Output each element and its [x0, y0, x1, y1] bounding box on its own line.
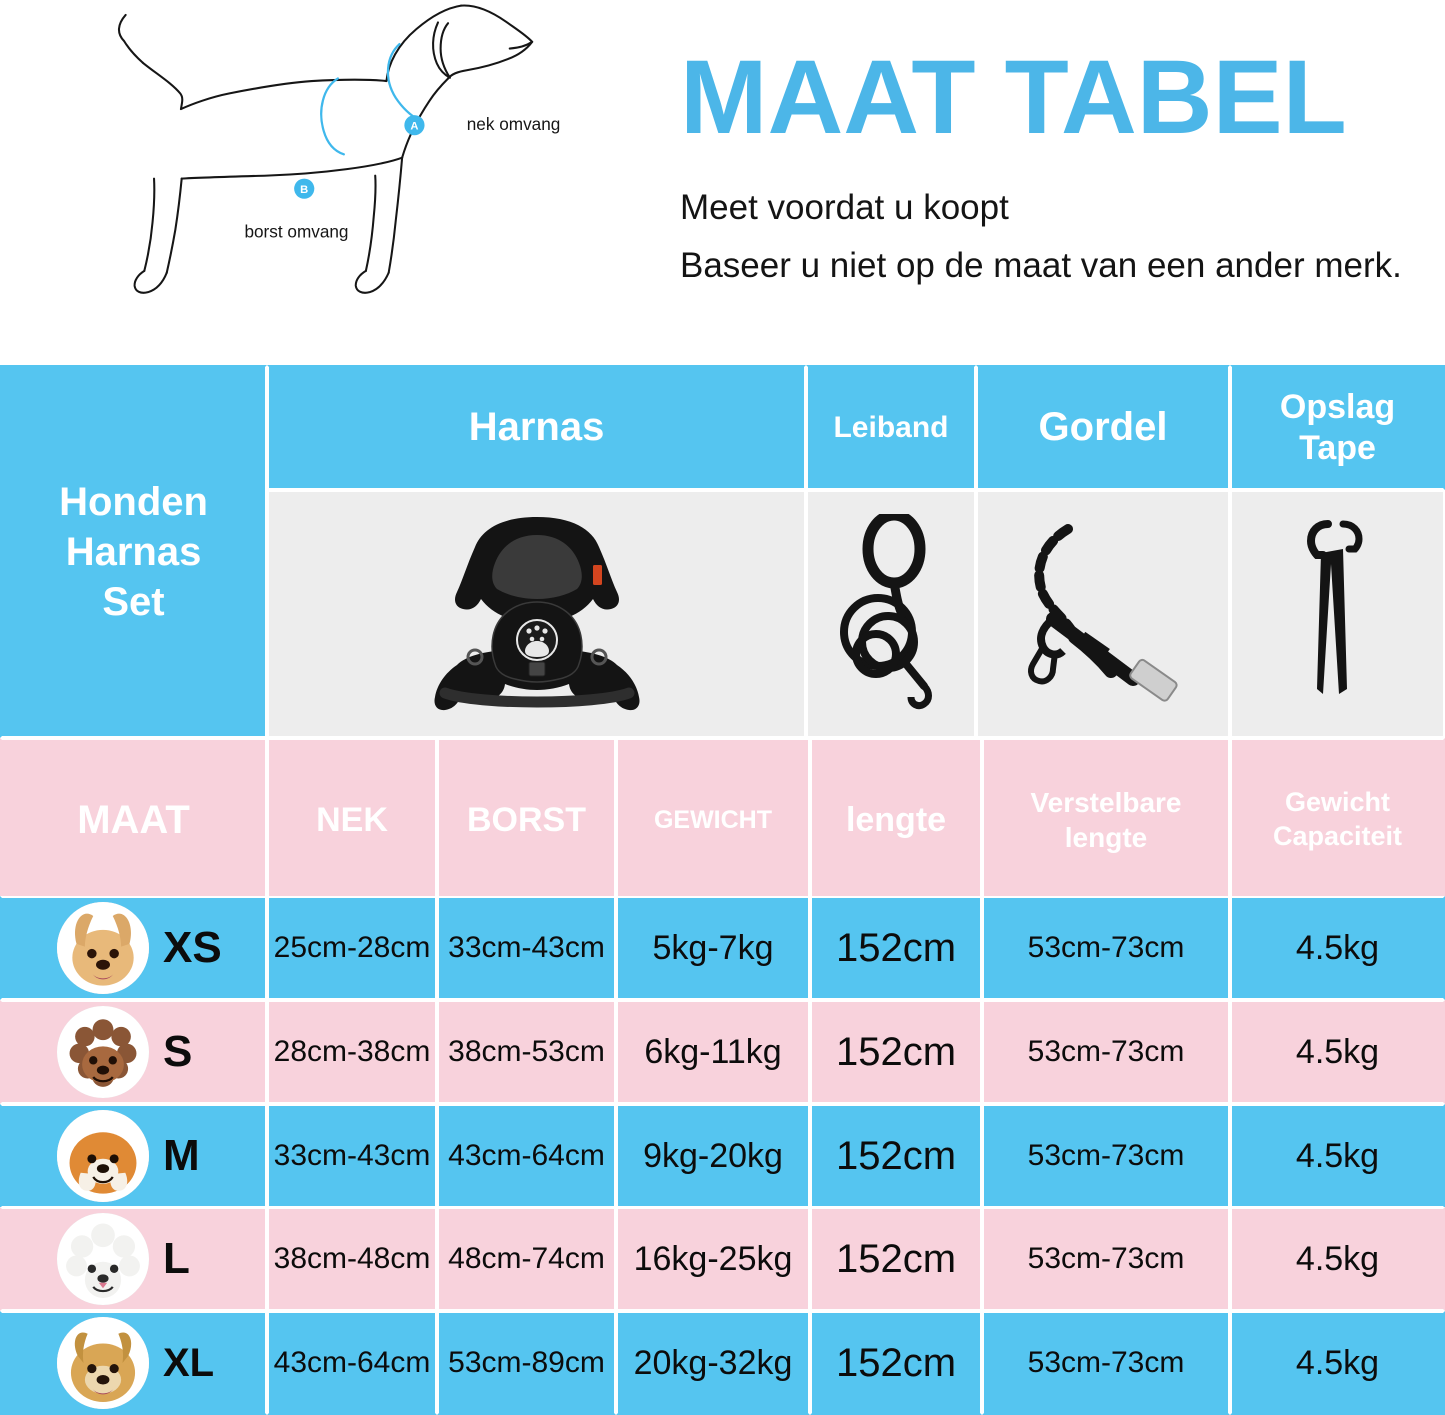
svg-text:borst omvang: borst omvang — [244, 221, 348, 241]
svg-text:nek omvang: nek omvang — [467, 114, 561, 134]
svg-text:A: A — [410, 120, 418, 132]
svg-text:B: B — [300, 184, 308, 196]
